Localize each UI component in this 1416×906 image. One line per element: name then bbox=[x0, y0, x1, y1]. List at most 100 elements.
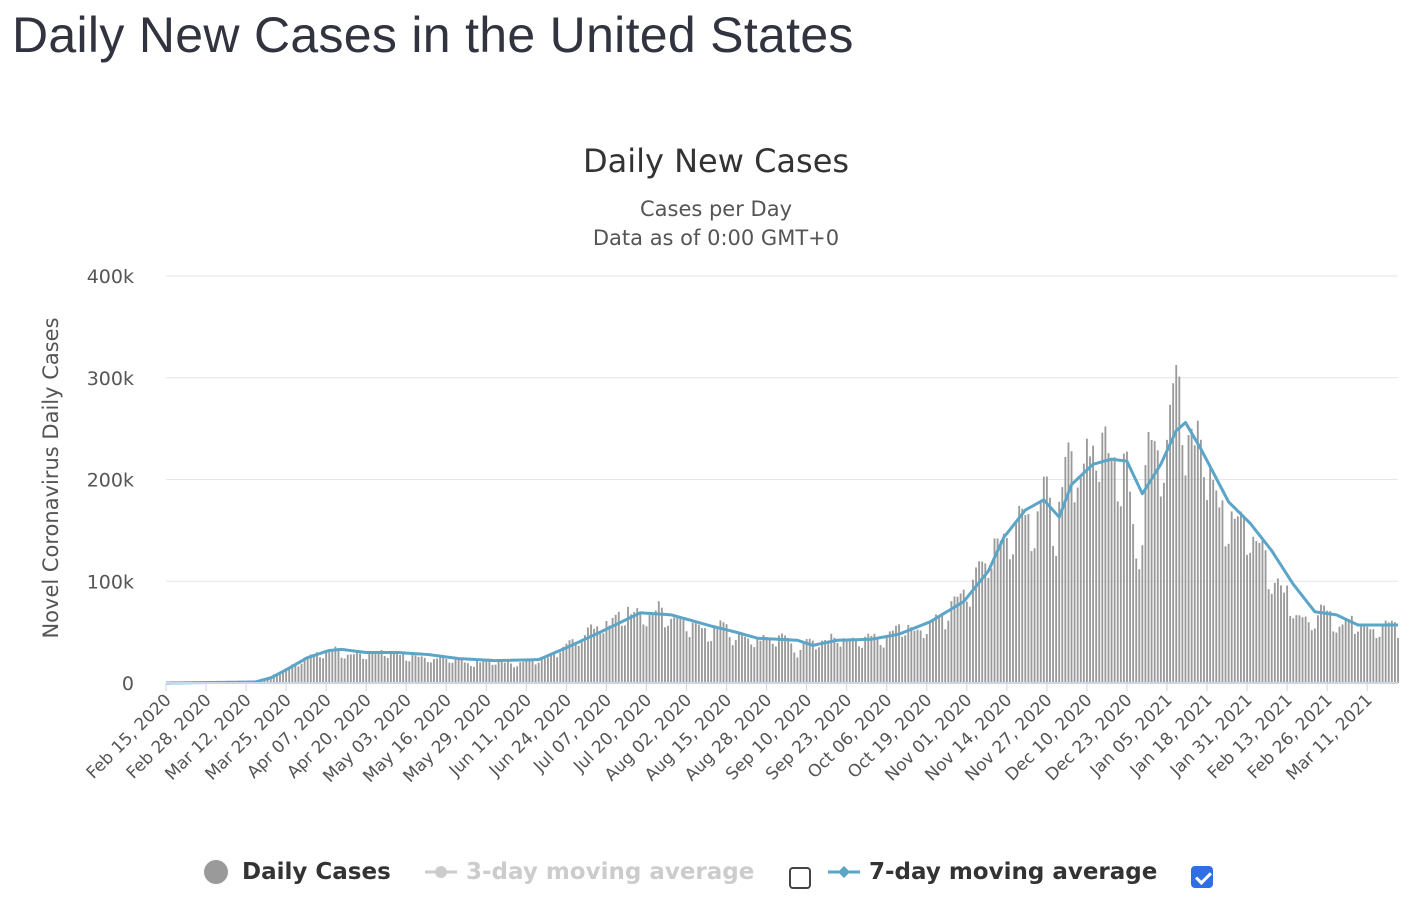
line-dot-icon bbox=[425, 866, 457, 878]
daily-cases-bar bbox=[466, 663, 469, 683]
daily-cases-bar bbox=[1390, 620, 1393, 683]
daily-cases-bar bbox=[1042, 476, 1045, 683]
daily-cases-bar bbox=[362, 658, 365, 683]
daily-cases-bar bbox=[1289, 615, 1292, 683]
daily-cases-bar bbox=[667, 625, 669, 683]
daily-cases-bar bbox=[297, 666, 300, 683]
checkbox-7-day-ma[interactable] bbox=[1191, 866, 1213, 888]
daily-cases-bar bbox=[895, 625, 897, 683]
daily-cases-bar bbox=[614, 614, 617, 683]
daily-cases-bar bbox=[759, 640, 762, 683]
legend-label-daily-cases: Daily Cases bbox=[242, 859, 391, 885]
daily-cases-bar bbox=[593, 628, 596, 683]
daily-cases-bar bbox=[645, 626, 648, 683]
daily-cases-bar bbox=[1258, 543, 1261, 683]
daily-cases-bar bbox=[907, 625, 910, 683]
legend-label-3-day-ma: 3-day moving average bbox=[466, 859, 755, 885]
daily-cases-bar bbox=[1270, 593, 1273, 683]
daily-cases-bar bbox=[873, 633, 876, 683]
daily-cases-bar bbox=[1243, 516, 1245, 683]
daily-cases-bar bbox=[506, 661, 509, 683]
daily-cases-bar bbox=[1317, 615, 1319, 683]
daily-cases-bar bbox=[510, 663, 512, 683]
daily-cases-bar bbox=[1082, 463, 1085, 683]
daily-cases-bar bbox=[1045, 476, 1048, 683]
ma7-series-line bbox=[165, 421, 1398, 685]
daily-cases-bar bbox=[460, 659, 463, 683]
daily-cases-bar bbox=[799, 650, 802, 683]
daily-cases-bar bbox=[522, 661, 525, 683]
daily-cases-bar bbox=[978, 561, 981, 683]
daily-cases-bar bbox=[303, 657, 306, 683]
daily-cases-bar bbox=[288, 666, 291, 683]
legend-item-7-day-ma[interactable]: 7-day moving average bbox=[827, 852, 1157, 892]
daily-cases-bar bbox=[426, 662, 429, 683]
daily-cases-bar bbox=[1326, 610, 1329, 683]
daily-cases-bar bbox=[562, 646, 565, 683]
daily-cases-bar bbox=[790, 643, 793, 683]
daily-cases-bar bbox=[630, 614, 633, 683]
daily-cases-bar bbox=[337, 649, 340, 683]
daily-cases-bar bbox=[547, 657, 549, 683]
daily-cases-bar bbox=[1039, 499, 1042, 683]
daily-cases-bar bbox=[497, 660, 500, 683]
daily-cases-bar bbox=[781, 633, 783, 683]
daily-cases-bar bbox=[756, 637, 759, 683]
daily-cases-bar bbox=[433, 659, 435, 683]
daily-cases-bar bbox=[833, 637, 836, 683]
daily-cases-bar bbox=[269, 676, 272, 683]
daily-cases-bar bbox=[325, 650, 328, 683]
checkbox-3-day-ma[interactable] bbox=[789, 867, 811, 889]
daily-cases-bar bbox=[377, 650, 380, 683]
daily-cases-bar bbox=[753, 647, 756, 683]
legend-item-3-day-ma[interactable]: 3-day moving average bbox=[424, 852, 754, 892]
daily-cases-bar bbox=[765, 636, 768, 683]
daily-cases-bar bbox=[596, 626, 599, 683]
daily-cases-bar bbox=[587, 627, 589, 683]
legend-item-daily-cases[interactable]: Daily Cases bbox=[204, 852, 391, 892]
daily-cases-bar bbox=[996, 538, 999, 683]
daily-cases-bar bbox=[821, 640, 823, 683]
daily-cases-bar bbox=[898, 624, 900, 683]
daily-cases-bar bbox=[956, 596, 959, 683]
daily-cases-bar bbox=[858, 646, 860, 683]
daily-cases-bar bbox=[830, 633, 833, 683]
daily-cases-bar bbox=[565, 643, 568, 683]
daily-cases-bar bbox=[879, 645, 882, 683]
daily-cases-bar bbox=[1221, 500, 1224, 683]
daily-cases-bar bbox=[697, 624, 700, 683]
daily-cases-bar bbox=[676, 615, 679, 683]
daily-cases-bar bbox=[1126, 451, 1128, 683]
daily-cases-bar bbox=[534, 664, 537, 683]
y-tick-label: 300k bbox=[87, 368, 134, 390]
daily-cases-bar bbox=[1276, 578, 1279, 683]
daily-cases-bar bbox=[1144, 465, 1147, 683]
daily-cases-bar bbox=[608, 625, 611, 683]
daily-cases-bar bbox=[870, 635, 873, 683]
daily-cases-bar bbox=[1335, 632, 1338, 683]
daily-cases-bar bbox=[784, 635, 787, 683]
daily-cases-bar bbox=[861, 647, 864, 683]
daily-cases-bar bbox=[1009, 559, 1011, 683]
daily-cases-bar bbox=[451, 662, 454, 683]
daily-cases-bar bbox=[294, 663, 297, 683]
daily-cases-bar bbox=[513, 667, 515, 683]
daily-cases-bar bbox=[851, 637, 854, 683]
daily-cases-bar bbox=[864, 636, 867, 683]
daily-cases-bar bbox=[540, 656, 543, 683]
daily-cases-bar bbox=[405, 660, 408, 683]
daily-cases-bar bbox=[651, 614, 654, 683]
daily-cases-bar bbox=[1184, 475, 1187, 683]
daily-cases-bar bbox=[1267, 589, 1270, 683]
daily-cases-bar bbox=[476, 660, 479, 683]
daily-cases-bar bbox=[787, 637, 790, 683]
daily-cases-bar bbox=[411, 654, 414, 683]
daily-cases-bar bbox=[710, 641, 713, 683]
daily-cases-bar bbox=[990, 568, 993, 683]
daily-cases-bar bbox=[1397, 637, 1399, 683]
daily-cases-bar bbox=[1005, 538, 1008, 683]
daily-cases-bar bbox=[439, 656, 442, 683]
daily-cases-bar bbox=[537, 662, 540, 683]
moving-average-line bbox=[165, 421, 1398, 685]
daily-cases-bar bbox=[1119, 506, 1122, 683]
